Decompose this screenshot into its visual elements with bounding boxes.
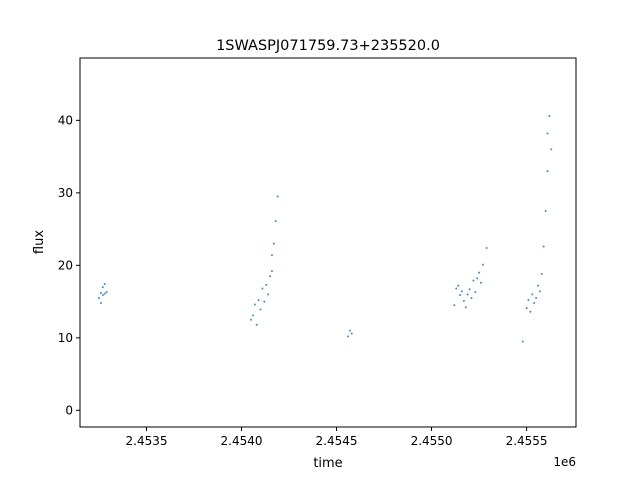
data-point (529, 310, 532, 313)
data-point (101, 294, 104, 297)
data-point (259, 308, 262, 311)
data-point (485, 246, 488, 249)
data-point (536, 284, 539, 287)
data-point (542, 245, 545, 248)
data-point (464, 306, 467, 309)
data-point (267, 293, 270, 296)
x-tick-label: 2.4550 (411, 434, 453, 448)
data-point (270, 254, 273, 257)
data-point (272, 242, 275, 245)
x-tick-label: 2.4540 (221, 434, 263, 448)
data-point (525, 307, 528, 310)
data-point (251, 314, 254, 317)
y-tick-label: 10 (58, 331, 73, 345)
data-point (103, 283, 106, 286)
data-point (99, 291, 102, 294)
data-point (455, 287, 458, 290)
data-point (538, 290, 541, 293)
data-point (546, 132, 549, 135)
data-point (550, 148, 553, 151)
data-point (257, 299, 260, 302)
data-point (540, 273, 543, 276)
data-point (105, 291, 108, 294)
data-point (98, 296, 100, 299)
data-point (470, 296, 473, 299)
data-point (255, 323, 258, 326)
data-point (478, 271, 481, 274)
data-point (261, 287, 264, 290)
data-point (544, 209, 547, 212)
data-point (348, 329, 351, 332)
y-tick-label: 40 (58, 113, 73, 127)
x-axis-offset-label: 1e6 (553, 455, 576, 469)
data-point (460, 290, 463, 293)
data-point (101, 286, 104, 289)
data-point (533, 302, 536, 305)
data-point (462, 299, 465, 302)
data-point (274, 220, 277, 223)
data-point (521, 340, 524, 343)
data-point (535, 296, 538, 299)
data-point (350, 332, 353, 335)
data-point (99, 302, 102, 305)
y-tick-label: 0 (65, 403, 73, 417)
data-point (531, 293, 534, 296)
data-point (263, 300, 266, 303)
x-axis-label: time (313, 456, 342, 471)
data-point (474, 291, 477, 294)
data-point (481, 263, 484, 266)
data-point (270, 270, 273, 273)
data-point (265, 283, 268, 286)
y-tick-label: 30 (58, 186, 73, 200)
chart-title: 1SWASPJ071759.73+235520.0 (216, 38, 440, 54)
y-axis-ticks: 0 10 20 30 40 (58, 113, 80, 417)
data-point (546, 170, 549, 173)
plot-frame (79, 57, 577, 428)
data-point (548, 115, 551, 117)
data-point (476, 277, 479, 280)
y-axis-label: flux (32, 230, 47, 254)
data-point (269, 275, 272, 278)
data-point (468, 288, 471, 291)
data-point (276, 195, 279, 198)
x-tick-label: 2.4545 (316, 434, 358, 448)
data-point (253, 303, 256, 306)
data-point (346, 335, 349, 338)
y-tick-label: 20 (58, 258, 73, 272)
data-point (466, 293, 469, 296)
data-point (103, 292, 106, 295)
x-tick-label: 2.4555 (506, 434, 548, 448)
data-point (457, 284, 460, 287)
data-point (527, 299, 530, 302)
x-tick-label: 2.4535 (126, 434, 168, 448)
data-point (453, 304, 456, 307)
data-point (250, 318, 253, 321)
data-point (459, 294, 462, 297)
data-point (472, 279, 475, 282)
data-points (98, 115, 553, 343)
data-point (479, 281, 482, 284)
x-axis-ticks: 2.4535 2.4540 2.4545 2.4550 2.4555 (126, 427, 548, 448)
